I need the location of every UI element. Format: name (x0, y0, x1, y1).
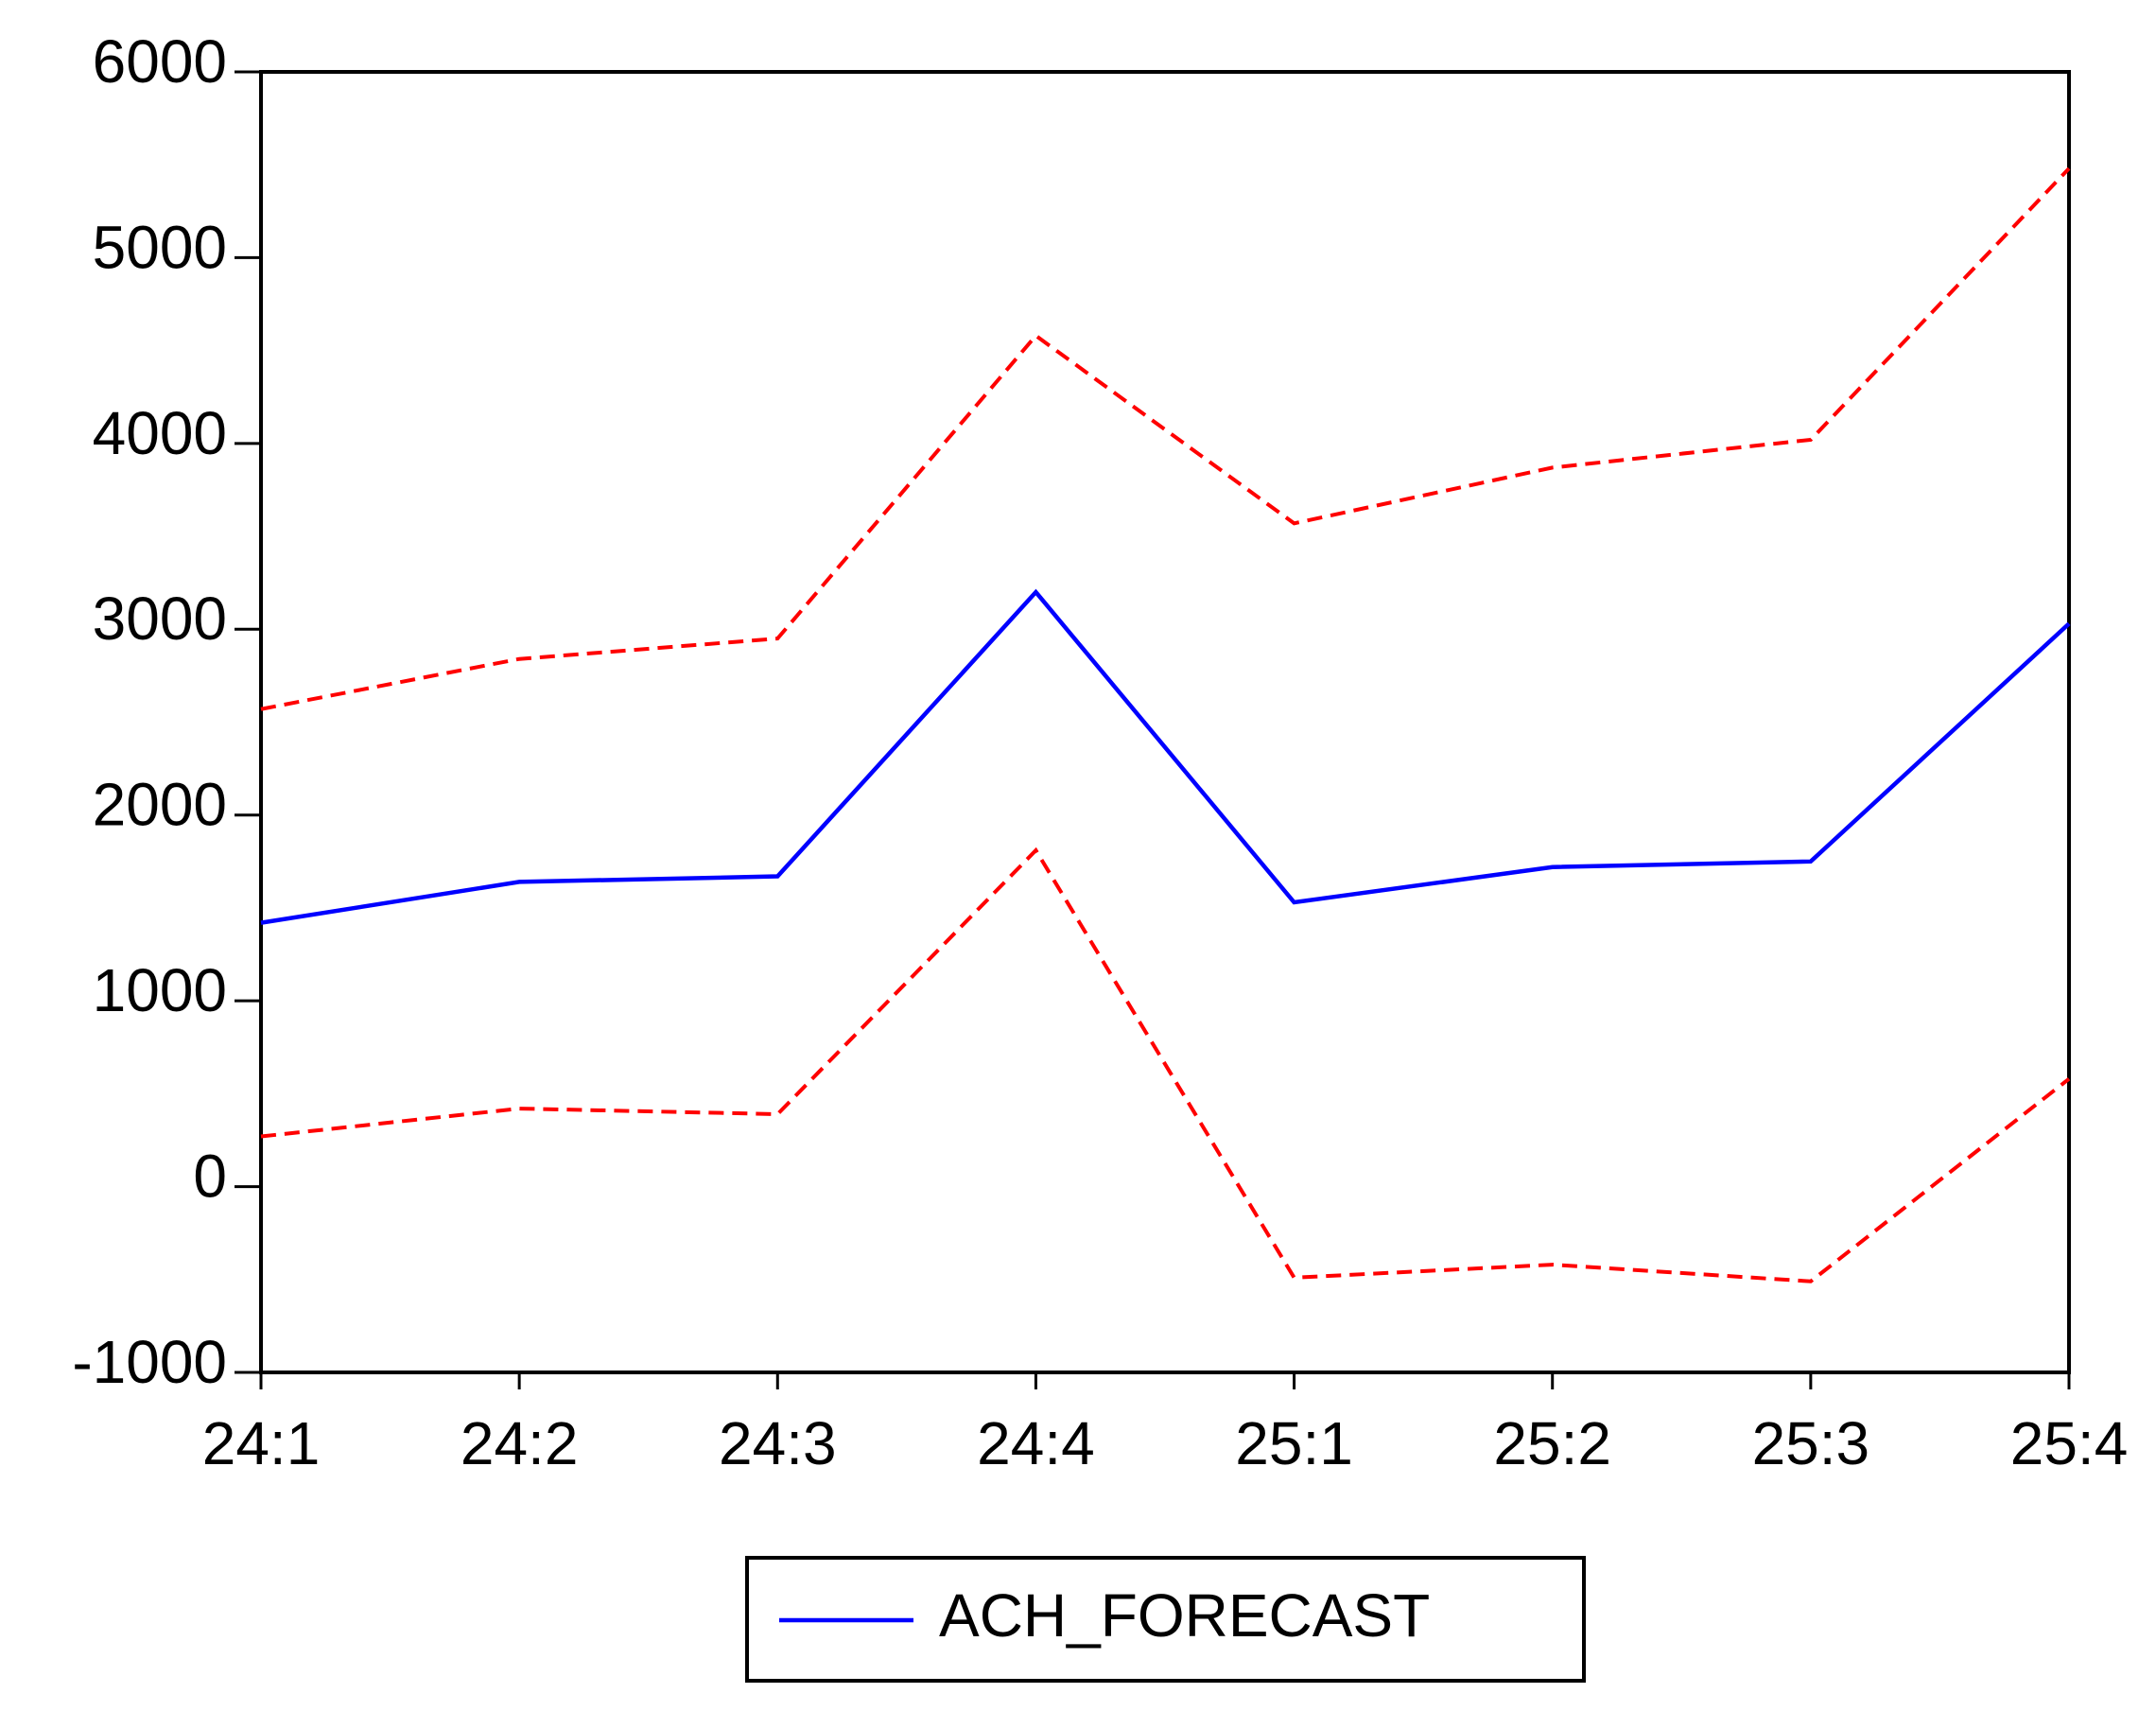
legend-label: ACH_FORECAST (939, 1581, 1430, 1650)
y-tick-label: 3000 (93, 585, 227, 653)
y-tick-label: 2000 (93, 771, 227, 839)
x-tick-label: 25:3 (1752, 1409, 1870, 1477)
y-tick-label: 1000 (93, 956, 227, 1024)
x-tick-label: 25:1 (1235, 1409, 1353, 1477)
y-tick-label: 6000 (93, 27, 227, 96)
plot-frame (259, 70, 2071, 1374)
x-tick-label: 25:4 (2010, 1409, 2129, 1477)
y-tick-label: 0 (193, 1142, 227, 1210)
x-tick-label: 24:4 (977, 1409, 1095, 1477)
y-tick-label: 4000 (93, 399, 227, 467)
series-line (260, 166, 2071, 711)
series-line (260, 588, 2071, 925)
x-tick-label: 24:2 (461, 1409, 579, 1477)
x-tick-label: 24:1 (202, 1409, 321, 1477)
y-tick-label: -1000 (72, 1328, 227, 1396)
x-tick-label: 25:2 (1493, 1409, 1611, 1477)
x-tick-label: 24:3 (719, 1409, 837, 1477)
series-line (260, 847, 2071, 1283)
y-tick-label: 5000 (93, 213, 227, 281)
